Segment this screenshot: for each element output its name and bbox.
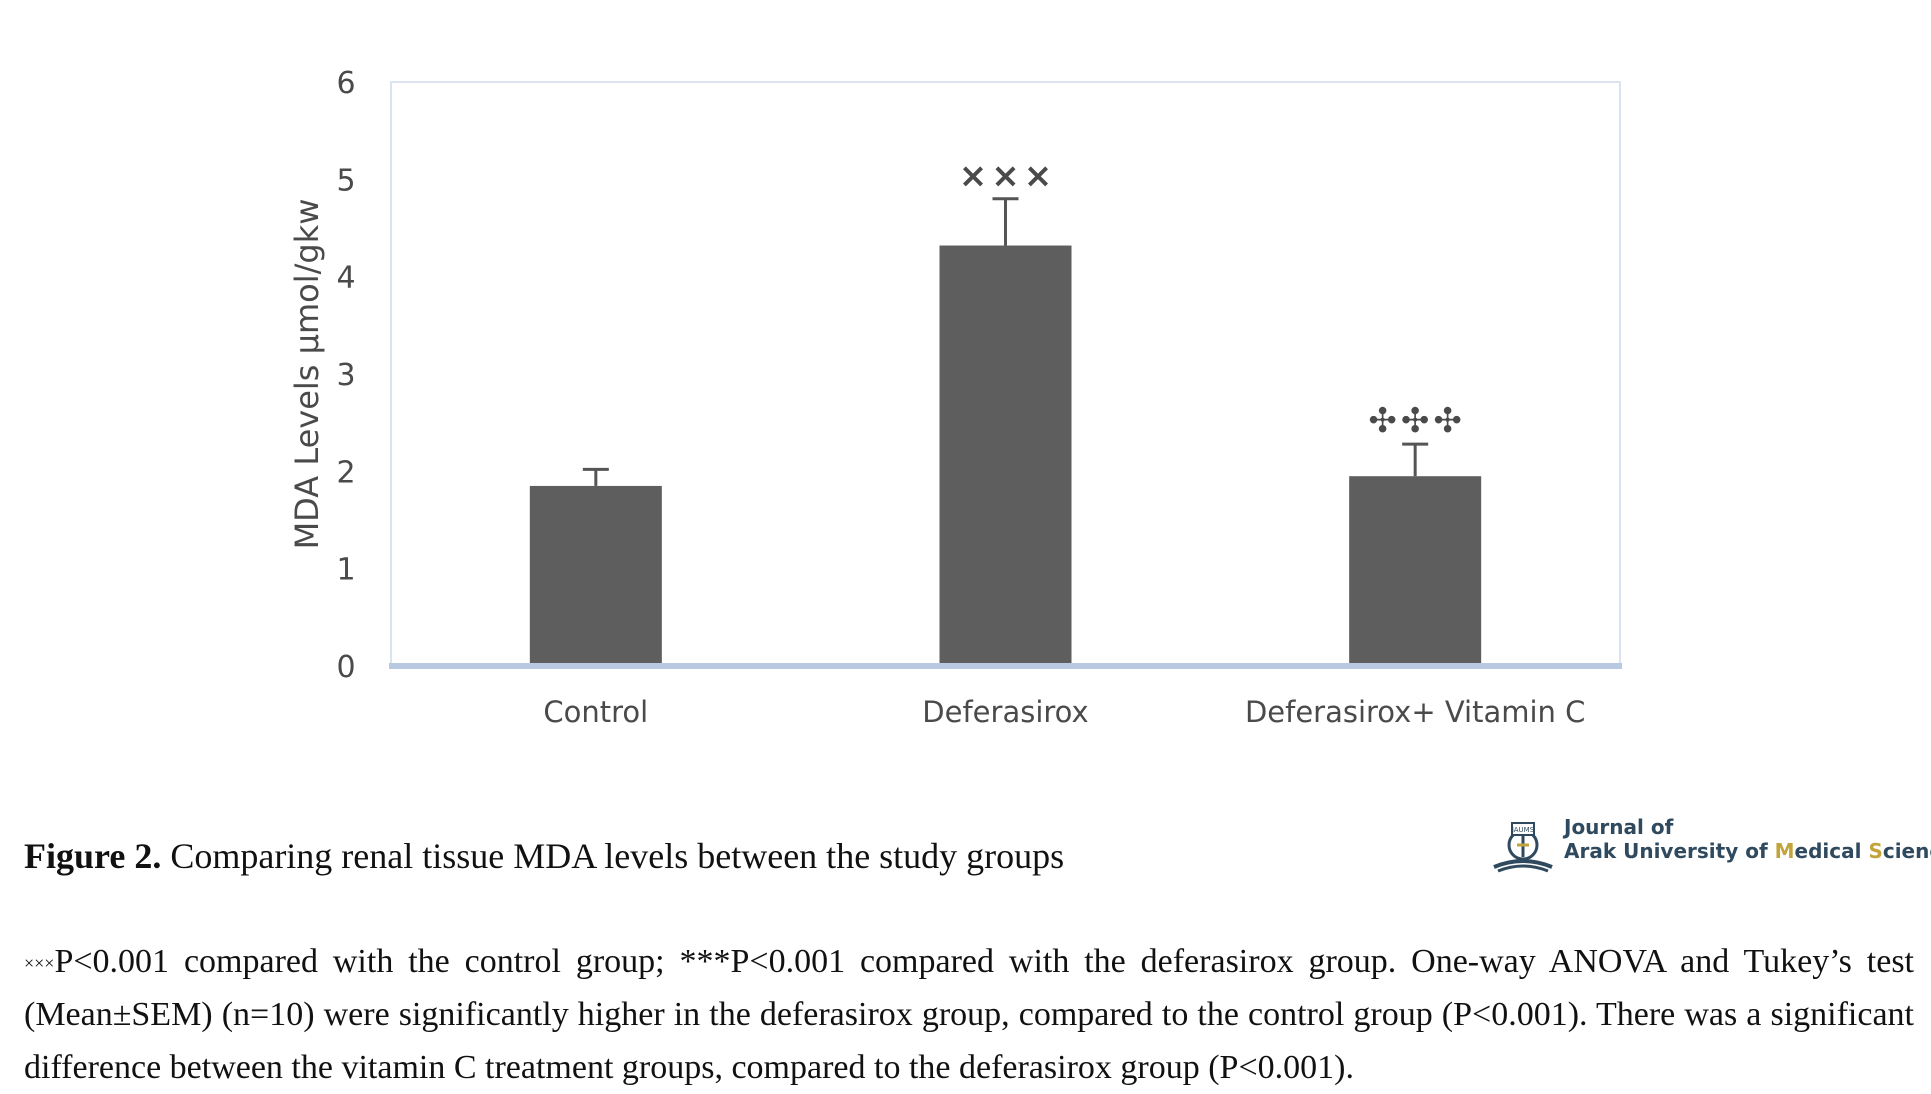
y-tick-label: 3 xyxy=(336,358,355,393)
bar xyxy=(939,245,1072,663)
journal-name-line2: Arak University of Medical Sciences xyxy=(1564,839,1931,863)
journal-name-line1: Journal of xyxy=(1564,815,1674,839)
journal-emblem-icon: JAUMS xyxy=(1493,822,1553,873)
journal-logo: JAUMS Journal of Arak University of Medi… xyxy=(1488,815,1931,877)
bar-chart: MDA Levels µmol/gkw 0 1 2 3 4 5 6 ××× ✣✣✣ Contr… xyxy=(288,66,1623,729)
y-axis-label: MDA Levels µmol/gkw xyxy=(288,199,326,550)
y-tick-label: 4 xyxy=(336,261,355,296)
x-tick-label: Control xyxy=(543,695,648,729)
journal-name: Journal of Arak University of Medical Sc… xyxy=(1564,815,1931,863)
y-tick-label: 0 xyxy=(336,650,355,685)
figure-caption-text: Comparing renal tissue MDA levels betwee… xyxy=(161,836,1065,876)
figure-notes-text: P<0.001 compared with the control group;… xyxy=(24,943,1914,1086)
y-tick-label: 5 xyxy=(336,163,355,198)
y-tick-label: 6 xyxy=(336,66,355,101)
figure-caption: Figure 2. Comparing renal tissue MDA lev… xyxy=(24,835,1064,877)
x-tick-label: Deferasirox xyxy=(922,695,1088,729)
x-tick-label: Deferasirox+ Vitamin C xyxy=(1245,695,1585,729)
bar xyxy=(529,485,662,663)
svg-text:JAUMS: JAUMS xyxy=(1511,826,1535,834)
significance-sup: ××× xyxy=(24,953,55,973)
significance-mark: ✣✣✣ xyxy=(1368,401,1465,441)
y-tick-label: 2 xyxy=(336,455,355,490)
significance-mark: ××× xyxy=(959,156,1056,196)
y-tick-label: 1 xyxy=(336,553,355,588)
figure-label: Figure 2. xyxy=(24,836,162,876)
figure-notes: ×××P<0.001 compared with the control gro… xyxy=(24,935,1914,1094)
bar xyxy=(1349,476,1482,663)
